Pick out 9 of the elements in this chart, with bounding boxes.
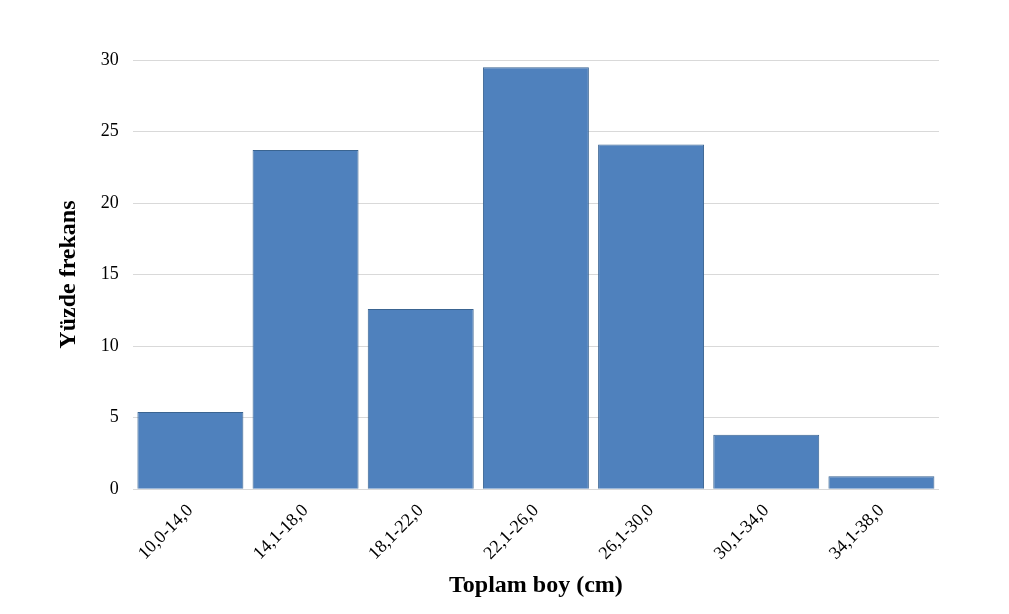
x-axis-title: Toplam boy (cm) (449, 570, 623, 597)
y-tick-label: 20 (100, 191, 119, 212)
y-tick-label: 10 (100, 334, 119, 355)
y-tick-label: 30 (100, 48, 119, 69)
y-axis-title: Yüzde frekans (53, 200, 80, 349)
y-tick-label: 0 (109, 477, 119, 498)
y-tick-label: 15 (100, 263, 119, 284)
y-tick-label: 25 (100, 120, 119, 141)
y-tick-label: 5 (109, 406, 119, 427)
